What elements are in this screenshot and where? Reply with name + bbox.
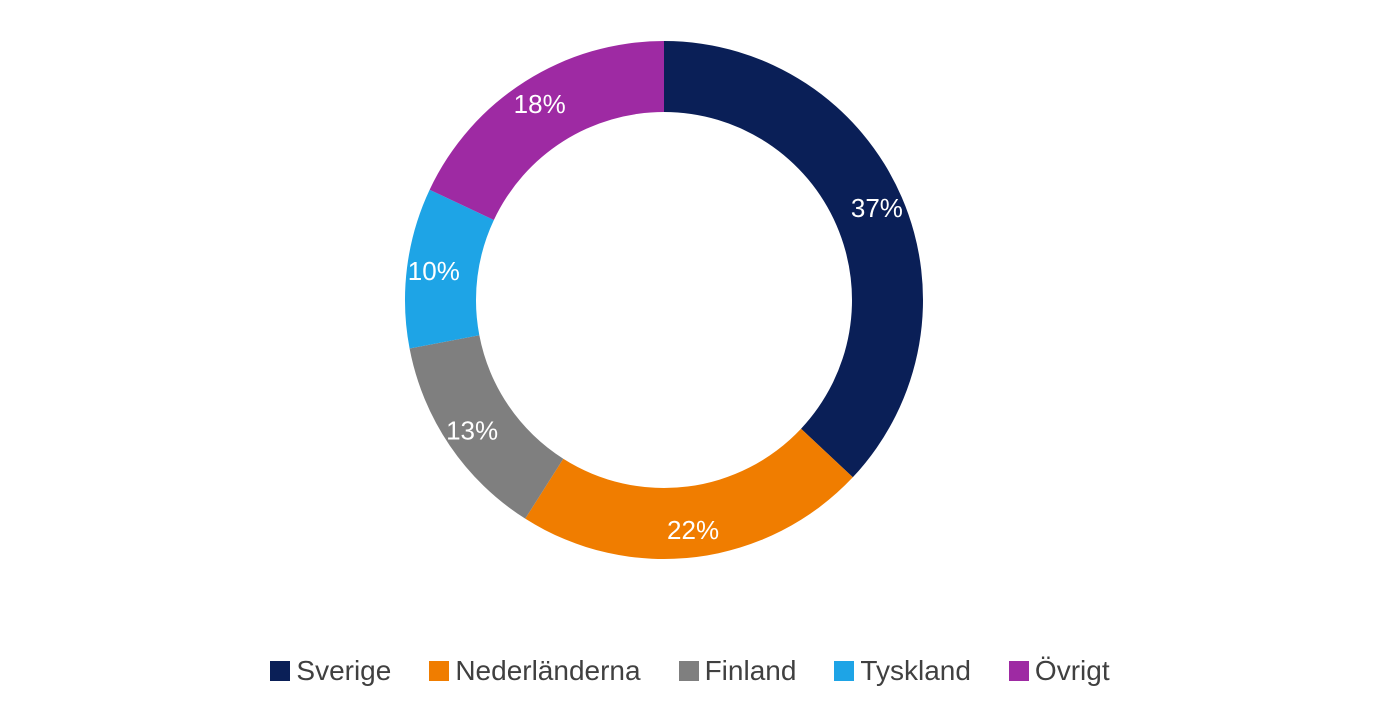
donut-slices <box>404 40 923 559</box>
legend-swatch <box>1008 661 1029 681</box>
legend: Sverige Nederländerna Finland Tyskland Övrig… <box>0 648 1380 694</box>
legend-item-ovrigt: Övrigt <box>1008 655 1110 687</box>
data-label-finland: 13% <box>446 415 498 445</box>
legend-swatch <box>678 661 699 681</box>
legend-swatch <box>270 661 291 681</box>
legend-label: Finland <box>704 655 797 686</box>
legend-item-nederlanderna: Nederländerna <box>429 655 641 687</box>
slice-tyskland <box>404 189 494 349</box>
slice-ovrigt <box>429 40 664 220</box>
legend-label: Övrigt <box>1034 655 1110 686</box>
data-label-tyskland: 10% <box>408 256 460 286</box>
data-label-nederlanderna: 22% <box>667 515 719 545</box>
legend-item-tyskland: Tyskland <box>834 655 971 687</box>
donut-labels: 37% 22% 13% 10% 18% <box>408 89 903 545</box>
legend-swatch <box>429 661 450 681</box>
legend-label: Nederländerna <box>455 655 641 686</box>
legend-item-finland: Finland <box>678 655 797 687</box>
legend-swatch <box>834 661 855 681</box>
legend-label: Tyskland <box>860 655 971 686</box>
data-label-sverige: 37% <box>851 193 903 223</box>
slice-nederlanderna <box>525 428 853 559</box>
slice-sverige <box>664 41 923 478</box>
slice-finland <box>409 335 564 519</box>
data-label-ovrigt: 18% <box>514 89 566 119</box>
legend-label: Sverige <box>296 655 392 686</box>
legend-item-sverige: Sverige <box>270 655 391 687</box>
